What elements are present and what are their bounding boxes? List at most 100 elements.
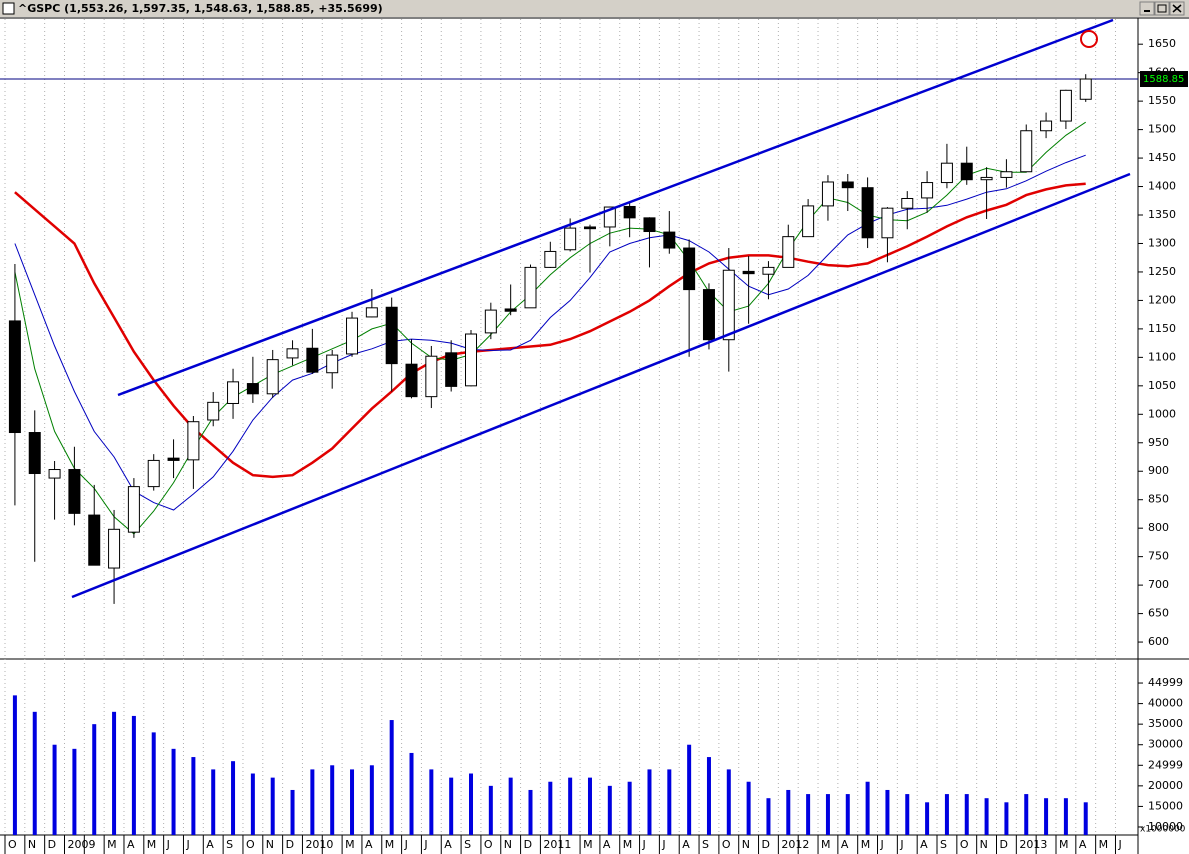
window-icon[interactable]: [2, 2, 15, 15]
x-tick-label: O: [960, 838, 969, 851]
y2-tick-label: 15000: [1148, 799, 1183, 812]
volume-bar: [1004, 802, 1009, 835]
candle-body: [68, 469, 81, 514]
upper-trend-line: [117, 18, 1114, 397]
candle-body: [861, 187, 874, 239]
volume-bar: [409, 752, 414, 835]
candle-body: [683, 247, 696, 291]
volume-bar: [32, 711, 37, 835]
candle-body: [167, 457, 180, 461]
volume-bar: [667, 769, 672, 835]
x-tick-label: O: [246, 838, 255, 851]
close-glyph: [1172, 4, 1182, 13]
candle-body: [762, 266, 775, 275]
candle-body: [940, 162, 953, 184]
volume-unit: x1000000: [1140, 825, 1186, 835]
x-tick-label: J: [661, 838, 665, 851]
x-tick-label: N: [742, 838, 750, 851]
volume-bar: [270, 777, 275, 835]
y-tick-label: 650: [1148, 607, 1169, 620]
x-tick-label: J: [423, 838, 427, 851]
x-tick-label: O: [8, 838, 17, 851]
volume-bar: [350, 769, 355, 835]
y-tick-label: 950: [1148, 436, 1169, 449]
volume-bar: [766, 798, 771, 835]
x-tick-label: J: [1117, 838, 1121, 851]
lower-trend-line: [71, 172, 1131, 599]
volume-bar: [706, 757, 711, 835]
last-price-label: 1588.85: [1143, 74, 1184, 85]
x-tick-label: J: [880, 838, 884, 851]
volume-bar: [627, 781, 632, 835]
x-tick-label: A: [127, 838, 135, 851]
volume-bar: [568, 777, 573, 835]
volume-bar: [587, 777, 592, 835]
x-tick-label: M: [107, 838, 117, 851]
candle-body: [742, 270, 755, 275]
volume-bar: [746, 781, 751, 835]
candle-body: [425, 355, 438, 398]
candle-body: [722, 269, 735, 341]
y2-tick-label: 30000: [1148, 738, 1183, 751]
y-tick-label: 850: [1148, 493, 1169, 506]
candle-body: [881, 207, 894, 239]
y-tick-label: 1450: [1148, 151, 1176, 164]
candle-body: [782, 236, 795, 268]
candle-body: [227, 381, 240, 404]
x-tick-label: M: [385, 838, 395, 851]
candle-body: [28, 432, 41, 475]
candle-body: [108, 528, 121, 569]
window-title: ^GSPC (1,553.26, 1,597.35, 1,548.63, 1,5…: [18, 2, 383, 15]
title-bar: ^GSPC (1,553.26, 1,597.35, 1,548.63, 1,5…: [0, 0, 1189, 17]
x-tick-label: A: [841, 838, 849, 851]
candle-body: [1059, 89, 1072, 122]
last-price-box: [1140, 71, 1188, 88]
candle-body: [88, 514, 101, 566]
x-tick-label: A: [1079, 838, 1087, 851]
volume-bar: [508, 777, 513, 835]
y-tick-label: 1350: [1148, 208, 1176, 221]
candle-body: [901, 197, 914, 209]
x-tick-label: J: [166, 838, 170, 851]
candle-body: [663, 231, 676, 249]
y2-tick-label: 24999: [1148, 758, 1183, 771]
x-tick-label: S: [226, 838, 233, 851]
x-tick-label: A: [365, 838, 373, 851]
x-tick-label: M: [147, 838, 157, 851]
y-tick-label: 1250: [1148, 265, 1176, 278]
minimize-button[interactable]: [1139, 1, 1155, 16]
volume-bar: [12, 695, 17, 835]
candle-body: [603, 206, 616, 228]
x-tick-label: D: [1000, 838, 1008, 851]
candle-body: [544, 250, 557, 268]
volume-bar: [687, 744, 692, 835]
maximize-button[interactable]: [1154, 1, 1170, 16]
x-tick-label: S: [464, 838, 471, 851]
volume-bar: [726, 769, 731, 835]
x-tick-label: D: [524, 838, 532, 851]
candle-body: [1040, 120, 1053, 132]
candle-body: [246, 383, 259, 395]
candle-body: [266, 359, 279, 395]
x-tick-label: A: [444, 838, 452, 851]
y2-tick-label: 44999: [1148, 676, 1183, 689]
candle-body: [504, 308, 517, 312]
x-tick-label: 2012: [781, 838, 809, 851]
x-tick-label: N: [266, 838, 274, 851]
candle-body: [445, 352, 458, 387]
volume-bar: [845, 794, 850, 835]
candle-body: [346, 317, 359, 355]
x-tick-label: J: [185, 838, 189, 851]
volume-bar: [290, 789, 295, 835]
candle-body: [187, 421, 200, 461]
x-tick-label: S: [702, 838, 709, 851]
volume-bar: [806, 794, 811, 835]
y-tick-label: 700: [1148, 578, 1169, 591]
volume-bar: [429, 769, 434, 835]
candle-body: [960, 162, 973, 181]
candle-body: [306, 347, 319, 373]
volume-bar: [92, 724, 97, 835]
volume-bar: [369, 765, 374, 835]
volume-bar: [1024, 794, 1029, 835]
